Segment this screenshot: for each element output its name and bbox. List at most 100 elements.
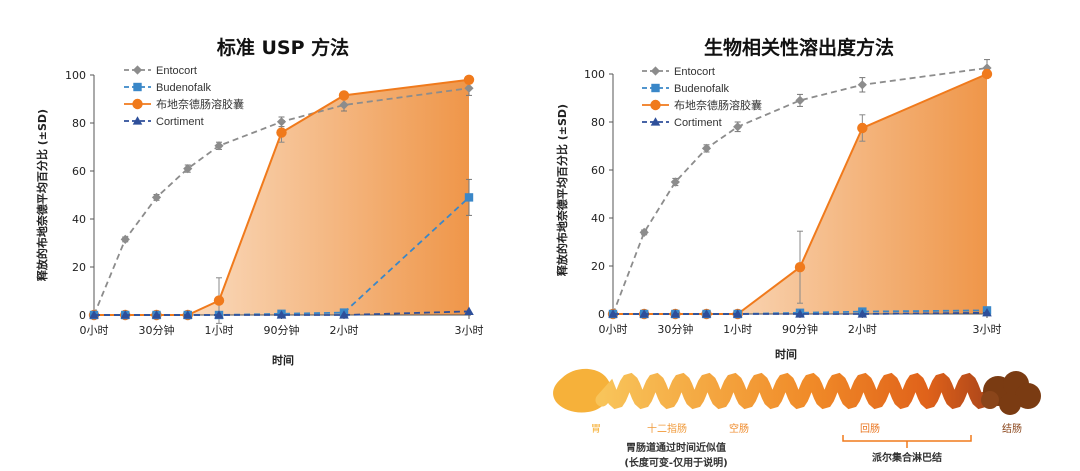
- data-point: [670, 309, 681, 318]
- y-tick-label: 40: [591, 212, 605, 225]
- y-tick-label: 80: [591, 116, 605, 129]
- data-point: [639, 309, 649, 318]
- legend-item-entocort: Entocort: [642, 66, 715, 78]
- transit-note-line2: (长度可变-仅用于说明): [624, 456, 727, 469]
- data-point: [464, 193, 474, 202]
- data-point: [276, 127, 287, 138]
- legend-item-budenofalk: Budenofalk: [124, 82, 212, 94]
- data-point: [982, 308, 992, 317]
- y-tick-label: 40: [72, 213, 86, 226]
- legend-label: 布地奈德肠溶胶囊: [156, 97, 244, 111]
- series-line: [612, 67, 988, 315]
- legend-marker: [650, 99, 661, 111]
- peyers-bracket: [842, 435, 972, 448]
- y-tick-label: 100: [584, 68, 605, 81]
- legend-label: 布地奈德肠溶胶囊: [674, 98, 762, 112]
- legend-item-cortiment: Cortiment: [642, 117, 722, 129]
- data-point: [89, 310, 99, 319]
- data-point: [339, 310, 349, 319]
- shaded-area: [94, 79, 469, 315]
- colon-shape: [981, 371, 1041, 415]
- x-axis-title: 时间: [272, 353, 294, 367]
- x-tick-label: 3小时: [455, 324, 484, 337]
- transit-note-line1: 胃肠道通过时间近似值: [626, 441, 726, 454]
- data-point: [182, 310, 193, 319]
- data-point: [151, 192, 162, 202]
- x-tick-label: 0小时: [80, 324, 109, 337]
- chart-biorelevant-svg: 生物相关性溶出度方法 释放的布地奈德平均百分比 (±SD) 时间 0 20 40 60…: [555, 36, 1002, 361]
- legend-marker: [132, 65, 143, 75]
- chart-usp-svg: 标准 USP 方法 释放的布地奈德平均百分比 (±SD) 时间 0 20 40 60 8…: [35, 36, 484, 367]
- data-point: [213, 295, 225, 306]
- legend-marker: [650, 66, 661, 76]
- legend-marker: [651, 83, 660, 93]
- x-tick-label: 2小时: [330, 324, 359, 337]
- x-tick-label: 30分钟: [139, 323, 175, 337]
- y-tick-label: 0: [79, 309, 86, 322]
- legend: Entocort Budenofalk 布地奈德肠溶胶囊 Cortiment: [642, 66, 762, 129]
- data-point: [701, 143, 712, 153]
- y-axis-title: 释放的布地奈德平均百分比 (±SD): [555, 104, 569, 276]
- legend: Entocort Budenofalk 布地奈德肠溶胶囊 Cortiment: [124, 65, 244, 128]
- legend-item-cortiment: Cortiment: [124, 116, 204, 128]
- chart-title: 标准 USP 方法: [217, 36, 349, 59]
- legend-label: Cortiment: [674, 117, 722, 129]
- y-tick-label: 80: [72, 117, 86, 130]
- x-tick-label: 90分钟: [782, 322, 818, 336]
- data-point: [464, 83, 474, 93]
- x-tick-label: 0小时: [599, 323, 628, 336]
- data-point: [857, 122, 868, 134]
- plot-area: 0 20 40 60 80 100 0小时 30分钟 1小时 90分钟 2小时 3小时: [65, 69, 484, 337]
- legend-item-budenofalk: Budenofalk: [642, 83, 730, 95]
- data-point: [276, 117, 287, 127]
- legend-label: Entocort: [674, 66, 715, 78]
- y-tick-label: 20: [591, 260, 605, 273]
- shaded-area: [613, 74, 987, 314]
- gi-tract-illustration: 胃 十二指肠 空肠 回肠 结肠 胃肠道通过时间近似值 (长度可变-仅用于说明) …: [540, 360, 1080, 471]
- y-tick-label: 0: [598, 308, 605, 321]
- plot-area: 0 20 40 60 80 100 0小时 30分钟 1小时 90分钟 2小时 3小时: [584, 59, 1002, 336]
- data-point: [276, 310, 287, 319]
- duodenum-label: 十二指肠: [647, 422, 687, 435]
- data-point: [795, 309, 805, 318]
- legend-label: Budenofalk: [674, 83, 730, 95]
- legend-marker: [132, 98, 143, 110]
- x-tick-label: 90分钟: [264, 323, 300, 337]
- data-point: [857, 80, 867, 90]
- series-line: [93, 87, 470, 316]
- x-tick-label: 1小时: [723, 323, 752, 336]
- data-point: [981, 68, 993, 80]
- data-point: [463, 74, 475, 86]
- y-tick-label: 100: [65, 69, 86, 82]
- data-point: [151, 310, 162, 319]
- ileum-label: 回肠: [860, 423, 880, 435]
- legend-label: Entocort: [156, 65, 197, 77]
- x-tick-label: 2小时: [848, 323, 877, 336]
- legend-label: Budenofalk: [156, 82, 212, 94]
- jejunum-label: 空肠: [729, 422, 749, 435]
- data-point: [857, 309, 868, 318]
- data-point: [214, 310, 224, 319]
- legend-item-budesonide-capsule: 布地奈德肠溶胶囊: [124, 97, 244, 111]
- y-tick-label: 60: [591, 164, 605, 177]
- data-point: [639, 227, 649, 237]
- x-tick-label: 3小时: [973, 323, 1002, 336]
- intestine-path: [595, 372, 991, 410]
- legend-marker: [132, 116, 143, 125]
- data-point: [464, 306, 474, 315]
- data-point: [732, 309, 743, 318]
- x-tick-label: 1小时: [205, 324, 234, 337]
- legend-marker: [650, 117, 661, 126]
- series-cortiment: [89, 306, 474, 319]
- y-tick-label: 60: [72, 165, 86, 178]
- data-point: [701, 309, 712, 318]
- data-point: [339, 100, 349, 110]
- colon-label: 结肠: [1002, 422, 1022, 435]
- y-axis-title: 释放的布地奈德平均百分比 (±SD): [35, 109, 49, 281]
- data-point: [183, 164, 193, 174]
- stomach-label: 胃: [591, 423, 601, 435]
- data-point: [608, 309, 618, 318]
- legend-item-budesonide-capsule: 布地奈德肠溶胶囊: [642, 98, 762, 112]
- data-point: [795, 95, 805, 105]
- gi-tract-svg: 胃 十二指肠 空肠 回肠 结肠 胃肠道通过时间近似值 (长度可变-仅用于说明) …: [553, 368, 1041, 469]
